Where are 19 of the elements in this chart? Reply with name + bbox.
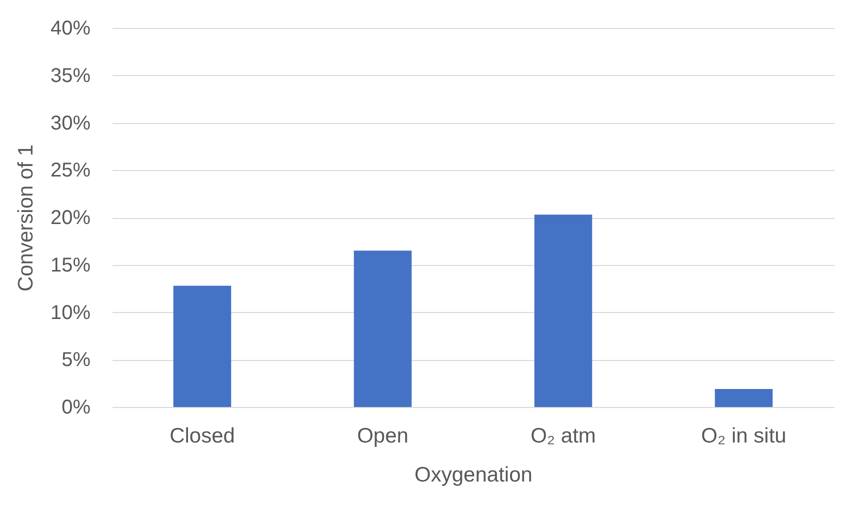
y-tick-label: 25% [50,160,91,182]
x-tick-label: O₂ in situ [701,424,786,448]
y-tick-label: 0% [62,396,91,418]
x-tick-label: O₂ atm [530,424,596,448]
bar [354,250,412,407]
x-tick-label: Open [357,424,408,448]
bar [173,286,232,407]
y-tick-label: 35% [50,64,91,87]
y-tick-label: 15% [50,254,91,276]
x-tick-label: Closed [170,424,235,448]
x-axis-title: Oxygenation [414,464,532,486]
bar [534,214,592,407]
y-tick-label: 30% [50,112,91,134]
y-axis-title: Conversion of 1 [14,144,38,292]
bar [714,389,773,407]
y-tick-label: 40% [50,18,91,40]
y-tick-label: 10% [50,302,91,324]
y-tick-label: 5% [62,349,91,372]
y-tick-label: 20% [50,207,91,229]
